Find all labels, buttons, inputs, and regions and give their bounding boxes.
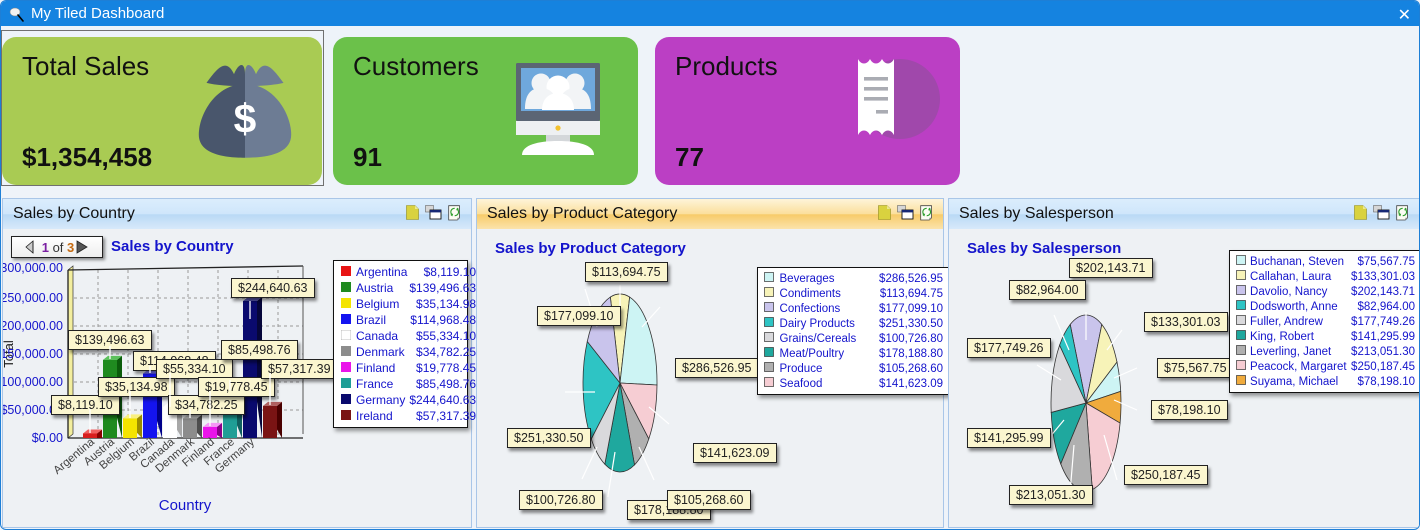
- svg-text:$200,000.00: $200,000.00: [3, 319, 63, 333]
- svg-text:$300,000.00: $300,000.00: [3, 261, 63, 275]
- svg-text:$: $: [234, 95, 257, 141]
- svg-text:$100,000.00: $100,000.00: [3, 375, 63, 389]
- svg-text:Country: Country: [159, 497, 212, 514]
- svg-text:$150,000.00: $150,000.00: [3, 347, 63, 361]
- svg-text:$0.00: $0.00: [32, 431, 63, 445]
- svg-text:$250,000.00: $250,000.00: [3, 291, 63, 305]
